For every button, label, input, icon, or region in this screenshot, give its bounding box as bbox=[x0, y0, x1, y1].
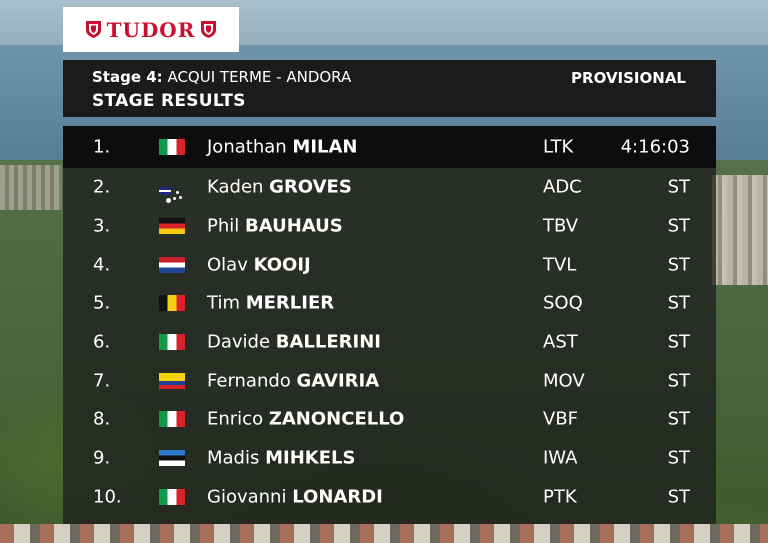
tudor-logo: TUDOR bbox=[63, 7, 239, 52]
position: 10. bbox=[93, 486, 122, 508]
shield-icon bbox=[201, 21, 217, 38]
rider-name: Tim MERLIER bbox=[207, 293, 334, 314]
rider-name: Kaden GROVES bbox=[207, 177, 352, 198]
rider-last-name: KOOIJ bbox=[253, 254, 311, 276]
estonia-flag-icon bbox=[159, 450, 185, 467]
table-row: 6. Davide BALLERINI AST ST bbox=[63, 323, 716, 362]
colombia-flag-icon bbox=[159, 372, 185, 389]
rider-last-name: MIHKELS bbox=[265, 447, 356, 469]
stage-label: Stage 4: bbox=[92, 68, 163, 86]
finish-time: 4:16:03 bbox=[620, 136, 690, 158]
rider-last-name: GROVES bbox=[269, 176, 352, 198]
italy-flag-icon bbox=[159, 334, 185, 351]
italy-flag-icon bbox=[159, 411, 185, 428]
position: 4. bbox=[93, 254, 111, 276]
table-row: 1. Jonathan MILAN LTK 4:16:03 bbox=[63, 126, 716, 168]
finish-time: ST bbox=[667, 408, 690, 430]
italy-flag-icon bbox=[159, 488, 185, 505]
position: 9. bbox=[93, 447, 111, 469]
rider-first-name: Madis bbox=[207, 447, 260, 469]
finish-time: ST bbox=[667, 176, 690, 198]
team-code: VBF bbox=[543, 408, 579, 430]
rider-name: Fernando GAVIRIA bbox=[207, 370, 379, 391]
team-code: TBV bbox=[543, 215, 579, 237]
rooftops bbox=[0, 524, 768, 543]
finish-time: ST bbox=[667, 486, 690, 508]
table-row: 3. Phil BAUHAUS TBV ST bbox=[63, 207, 716, 246]
team-code: LTK bbox=[543, 136, 574, 158]
position: 7. bbox=[93, 370, 111, 392]
rider-last-name: LONARDI bbox=[292, 486, 383, 508]
rider-first-name: Phil bbox=[207, 215, 240, 237]
rider-first-name: Davide bbox=[207, 331, 271, 353]
table-row: 8. Enrico ZANONCELLO VBF ST bbox=[63, 400, 716, 439]
rider-name: Jonathan MILAN bbox=[207, 137, 357, 158]
table-row: 4. Olav KOOIJ TVL ST bbox=[63, 245, 716, 284]
team-code: TVL bbox=[543, 254, 577, 276]
rider-first-name: Fernando bbox=[207, 370, 291, 392]
team-code: PTK bbox=[543, 486, 577, 508]
rider-last-name: MILAN bbox=[292, 136, 358, 158]
logo-text: TUDOR bbox=[106, 17, 196, 42]
shield-icon bbox=[85, 21, 101, 38]
rider-name: Olav KOOIJ bbox=[207, 254, 311, 275]
rider-name: Phil BAUHAUS bbox=[207, 216, 343, 237]
rider-name: Davide BALLERINI bbox=[207, 332, 381, 353]
finish-time: ST bbox=[667, 331, 690, 353]
team-code: SOQ bbox=[543, 292, 583, 314]
page-title: STAGE RESULTS bbox=[92, 91, 246, 111]
rider-last-name: ZANONCELLO bbox=[268, 408, 405, 430]
stage-line: Stage 4: ACQUI TERME - ANDORA bbox=[92, 68, 716, 87]
finish-time: ST bbox=[667, 292, 690, 314]
rider-first-name: Kaden bbox=[207, 176, 264, 198]
position: 1. bbox=[93, 136, 111, 158]
position: 6. bbox=[93, 331, 111, 353]
table-row: 9. Madis MIHKELS IWA ST bbox=[63, 439, 716, 478]
rider-name: Madis MIHKELS bbox=[207, 448, 355, 469]
rider-first-name: Olav bbox=[207, 254, 248, 276]
rider-last-name: BAUHAUS bbox=[245, 215, 343, 237]
team-code: ADC bbox=[543, 176, 582, 198]
position: 5. bbox=[93, 292, 111, 314]
stage-route: ACQUI TERME - ANDORA bbox=[167, 68, 352, 86]
finish-time: ST bbox=[667, 447, 690, 469]
table-row: 7. Fernando GAVIRIA MOV ST bbox=[63, 361, 716, 400]
results-header: Stage 4: ACQUI TERME - ANDORA STAGE RESU… bbox=[63, 60, 716, 117]
position: 2. bbox=[93, 176, 111, 198]
coastal-town-left bbox=[0, 165, 62, 210]
italy-flag-icon bbox=[159, 139, 185, 155]
netherlands-flag-icon bbox=[159, 256, 185, 273]
rider-name: Giovanni LONARDI bbox=[207, 486, 383, 507]
rider-name: Enrico ZANONCELLO bbox=[207, 409, 404, 430]
finish-time: ST bbox=[667, 254, 690, 276]
belgium-flag-icon bbox=[159, 295, 185, 312]
team-code: AST bbox=[543, 331, 578, 353]
rider-first-name: Giovanni bbox=[207, 486, 287, 508]
rider-first-name: Jonathan bbox=[207, 136, 287, 158]
table-row: 2. Kaden GROVES ADC ST bbox=[63, 168, 716, 207]
coastal-town-right bbox=[712, 175, 768, 285]
table-row: 5. Tim MERLIER SOQ ST bbox=[63, 284, 716, 323]
rider-last-name: MERLIER bbox=[245, 292, 335, 314]
table-row: 10. Giovanni LONARDI PTK ST bbox=[63, 478, 716, 517]
germany-flag-icon bbox=[159, 218, 185, 235]
rider-last-name: BALLERINI bbox=[275, 331, 381, 353]
rider-last-name: GAVIRIA bbox=[296, 370, 380, 392]
finish-time: ST bbox=[667, 215, 690, 237]
rider-first-name: Enrico bbox=[207, 408, 264, 430]
finish-time: ST bbox=[667, 370, 690, 392]
rider-first-name: Tim bbox=[207, 292, 240, 314]
position: 8. bbox=[93, 408, 111, 430]
position: 3. bbox=[93, 215, 111, 237]
results-table: 1. Jonathan MILAN LTK 4:16:03 2. Kaden GROVES… bbox=[63, 126, 716, 524]
team-code: IWA bbox=[543, 447, 578, 469]
status-badge: PROVISIONAL bbox=[571, 69, 686, 87]
team-code: MOV bbox=[543, 370, 585, 392]
